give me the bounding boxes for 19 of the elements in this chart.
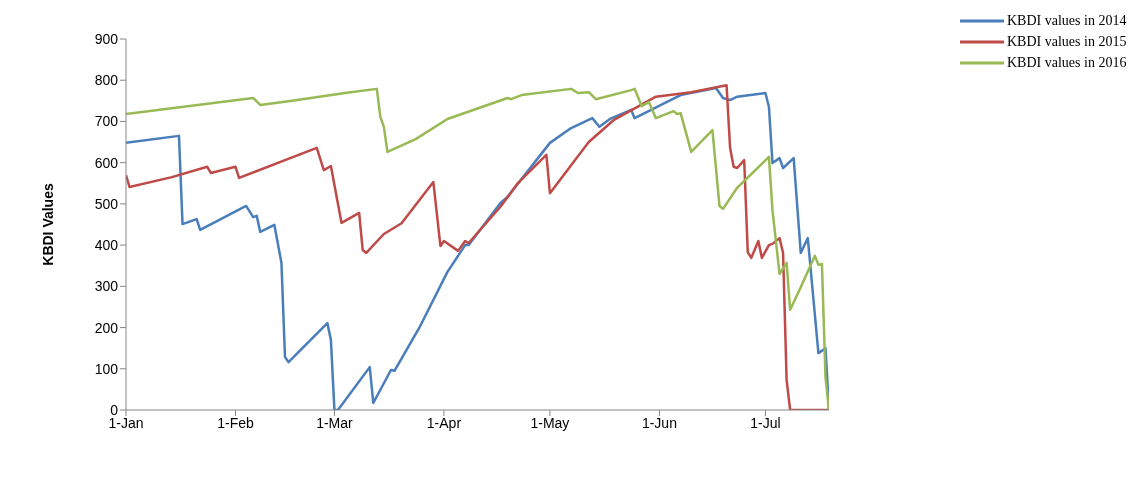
y-tick-label: 600	[94, 154, 119, 171]
y-tick-label: 900	[94, 30, 119, 47]
y-tick-label: 700	[94, 113, 119, 130]
y-tick-label: 100	[94, 360, 119, 377]
x-tick-label: 1-Mar	[316, 414, 354, 431]
y-tick-label: 800	[94, 72, 119, 89]
legend-label: KBDI values in 2014	[1007, 12, 1127, 29]
x-tick-label: 1-Jul	[750, 414, 781, 431]
x-tick-label: 1-May	[530, 414, 570, 431]
legend-label: KBDI values in 2015	[1007, 33, 1127, 50]
y-tick-label: 200	[94, 319, 119, 336]
x-tick-label: 1-Feb	[217, 414, 255, 431]
x-tick-label: 1-Jun	[641, 414, 677, 431]
legend-label: KBDI values in 2016	[1007, 54, 1127, 71]
x-tick-label: 1-Apr	[426, 414, 462, 431]
y-tick-label: 500	[94, 195, 119, 212]
y-tick-label: 300	[94, 278, 119, 295]
y-axis-title: KBDI Values	[39, 183, 56, 266]
y-tick-label: 400	[94, 237, 119, 254]
